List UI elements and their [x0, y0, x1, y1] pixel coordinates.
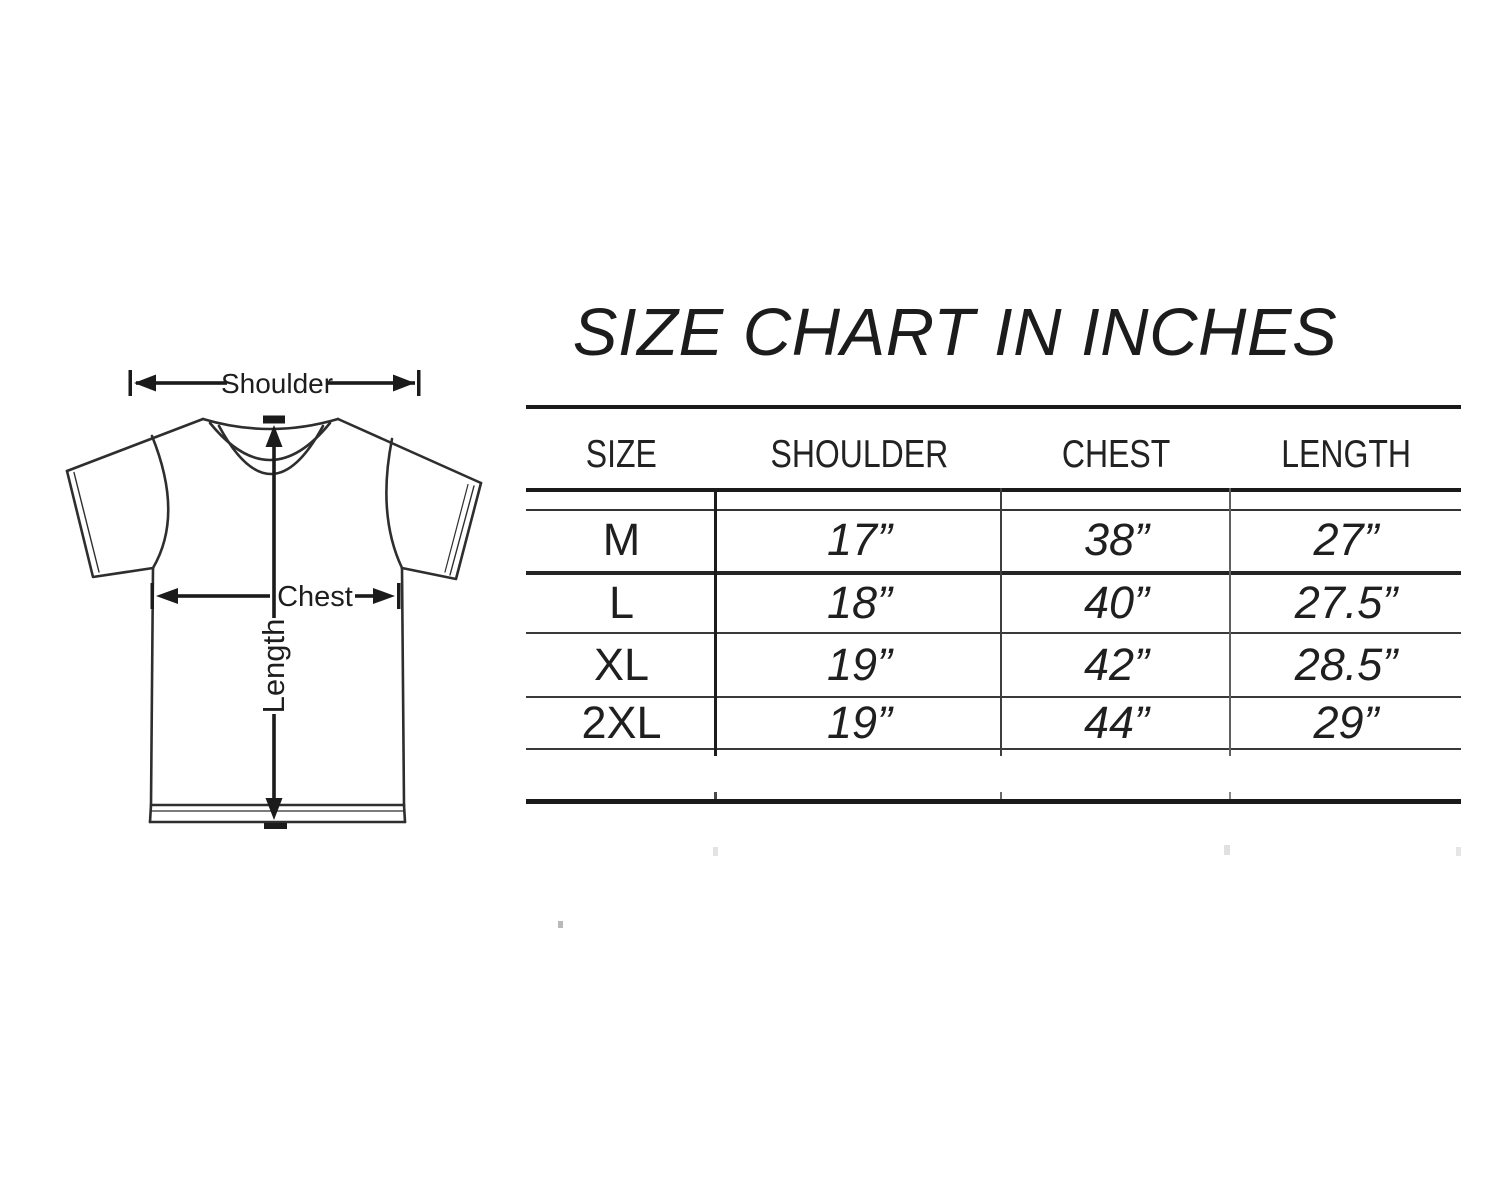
- cell-size: M: [602, 514, 641, 565]
- cell-shoulder: 18”: [826, 576, 893, 628]
- column-separator: [1229, 488, 1231, 756]
- row-rule: [526, 748, 1461, 750]
- table-row: M 17” 38” 27”: [526, 509, 1461, 571]
- tshirt-diagram-svg: Shoulder: [65, 368, 483, 829]
- table-row: XL 19” 42” 28.5”: [526, 634, 1461, 696]
- row-rule: [526, 696, 1461, 698]
- size-table: SIZE SHOULDER CHEST LENGTH M 17” 38” 27”…: [526, 405, 1461, 810]
- table-header-row: SIZE SHOULDER CHEST LENGTH: [526, 423, 1461, 487]
- column-separator: [1000, 488, 1002, 756]
- page-title: SIZE CHART IN INCHES: [572, 295, 1338, 370]
- length-arrow-icon: [264, 425, 287, 829]
- tshirt-outline: [65, 417, 483, 824]
- column-separator-stub: [1000, 792, 1002, 799]
- column-separator: [714, 488, 717, 756]
- header-shoulder: SHOULDER: [770, 433, 949, 476]
- shoulder-arrow-icon: [128, 370, 421, 396]
- cell-shoulder: 19”: [826, 697, 893, 748]
- cell-chest: 40”: [1083, 576, 1150, 628]
- chest-arrow-icon: [150, 583, 401, 609]
- cell-size: XL: [593, 639, 650, 690]
- cell-shoulder: 17”: [826, 514, 893, 565]
- cell-shoulder: 19”: [826, 639, 893, 690]
- scan-artifact: [1456, 847, 1461, 856]
- scan-artifact: [1224, 845, 1230, 855]
- table-row: 2XL 19” 44” 29”: [526, 697, 1461, 748]
- row-rule: [526, 509, 1461, 511]
- cell-size: L: [608, 576, 635, 628]
- cell-length: 28.5”: [1294, 639, 1398, 690]
- scan-artifact: [713, 847, 718, 856]
- shoulder-label: Shoulder: [221, 368, 333, 399]
- column-separator-stub: [1229, 792, 1231, 799]
- tshirt-measurement-diagram: Shoulder: [30, 355, 510, 855]
- cell-length: 27”: [1313, 514, 1379, 565]
- cell-chest: 44”: [1083, 697, 1150, 748]
- table-row: L 18” 40” 27.5”: [526, 573, 1461, 632]
- table-top-rule: [526, 405, 1461, 409]
- table-bottom-rule: [526, 799, 1461, 804]
- header-length: LENGTH: [1281, 433, 1411, 476]
- header-bottom-rule: [526, 488, 1461, 492]
- collar-tab: [263, 415, 285, 424]
- row-rule: [526, 571, 1461, 575]
- cell-length: 29”: [1313, 697, 1379, 748]
- header-size: SIZE: [585, 433, 658, 476]
- column-separator-stub: [714, 792, 717, 799]
- length-label: Length: [256, 619, 291, 714]
- scan-artifact: [558, 921, 563, 928]
- cell-chest: 38”: [1083, 514, 1150, 565]
- cell-length: 27.5”: [1294, 576, 1398, 628]
- header-chest: CHEST: [1062, 433, 1171, 476]
- cell-size: 2XL: [581, 697, 662, 748]
- cell-chest: 42”: [1083, 639, 1150, 690]
- chest-label: Chest: [277, 581, 353, 613]
- row-rule: [526, 632, 1461, 634]
